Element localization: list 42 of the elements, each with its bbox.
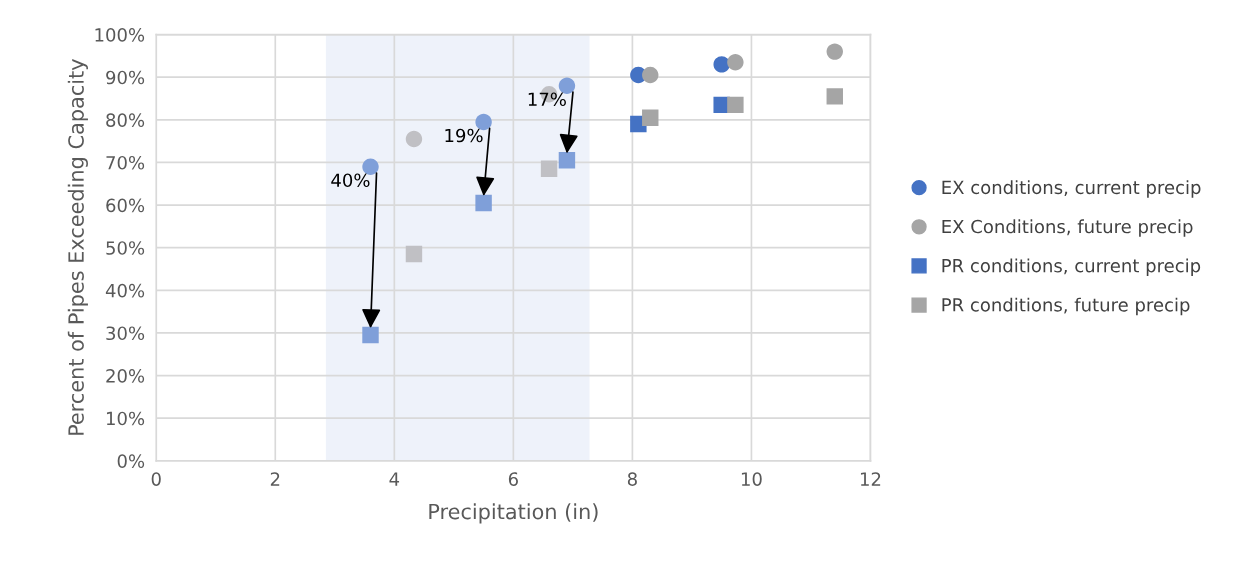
legend-label: EX conditions, current precip <box>942 180 1201 198</box>
point <box>642 109 659 126</box>
legend-label: EX Conditions, future precip <box>942 219 1193 237</box>
point <box>558 77 576 94</box>
y-tick-label: 70% <box>106 155 145 170</box>
y-tick-label: 0% <box>117 454 145 468</box>
legend-label: PR conditions, future precip <box>942 297 1190 316</box>
y-axis-title: Percent of Pipes Exceeding Capacity <box>67 59 88 435</box>
point <box>558 152 576 169</box>
y-tick-label: 40% <box>105 283 145 298</box>
x-tick-label: 8 <box>627 472 637 486</box>
x-tick-label: 0 <box>151 472 161 486</box>
point <box>826 88 843 105</box>
point <box>540 160 558 178</box>
point <box>475 194 492 212</box>
point <box>826 43 843 60</box>
y-tick-label: 30% <box>106 326 145 341</box>
point <box>727 54 744 71</box>
y-tick-label: 80% <box>106 113 145 127</box>
annotation: 17% <box>528 92 566 107</box>
point <box>362 158 379 175</box>
point <box>713 56 730 73</box>
y-tick-label: 20% <box>106 369 145 383</box>
point <box>405 245 423 263</box>
x-axis-title: Precipitation (in) <box>429 503 598 524</box>
y-tick-label: 50% <box>106 241 145 255</box>
x-tick-label: 6 <box>508 472 518 486</box>
y-tick-label: 60% <box>106 198 145 213</box>
x-tick-label: 10 <box>741 472 762 486</box>
y-tick-label: 10% <box>106 411 145 426</box>
legend-label: PR conditions, current precip <box>942 258 1201 276</box>
y-tick-label: 90% <box>106 70 145 85</box>
x-tick-label: 2 <box>270 472 280 486</box>
x-tick-label: 4 <box>389 472 400 486</box>
point <box>362 326 379 344</box>
point <box>405 130 423 148</box>
y-tick-label: 100% <box>95 28 145 42</box>
point <box>642 66 659 84</box>
annotation: 40% <box>331 173 370 188</box>
x-tick-label: 12 <box>860 472 881 486</box>
point <box>727 96 744 114</box>
annotation: 19% <box>445 128 483 143</box>
